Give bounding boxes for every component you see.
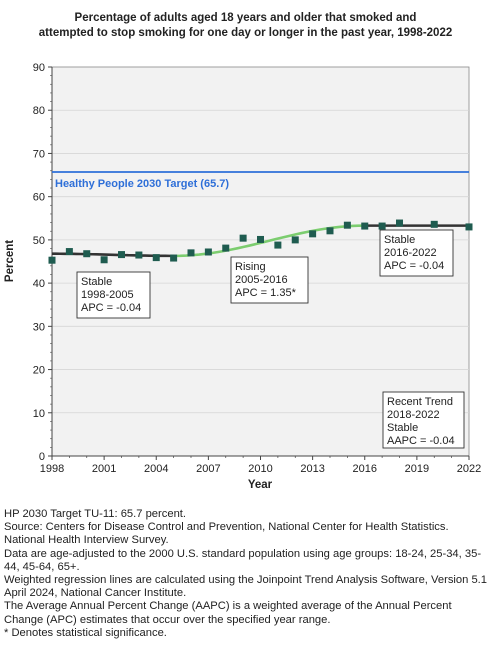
annotation-text: APC = -0.04 [384, 260, 444, 272]
footnotes: HP 2030 Target TU-11: 65.7 percent. Sour… [4, 508, 488, 640]
data-point [326, 227, 334, 235]
data-point [135, 251, 143, 259]
y-tick-label: 60 [33, 192, 45, 204]
data-point [396, 219, 403, 227]
data-point [65, 248, 73, 256]
x-tick-label: 2019 [405, 463, 429, 475]
data-point [430, 220, 438, 228]
annotation-text: Stable [81, 276, 112, 288]
annotation-text: 1998-2005 [81, 289, 134, 301]
annotation-frame [230, 256, 309, 304]
y-tick-label: 70 [33, 148, 45, 160]
y-tick-label: 40 [33, 278, 45, 290]
annotation-text: Stable [387, 422, 418, 434]
annotation-text: APC = -0.04 [81, 302, 141, 314]
chart-title-line: Percentage of adults aged 18 years and o… [74, 12, 417, 24]
annotation-frame [76, 271, 151, 319]
data-point [343, 221, 351, 229]
data-point [291, 236, 299, 244]
footnote: Source: Centers for Disease Control and … [4, 521, 449, 547]
y-tick-label: 30 [33, 321, 45, 333]
data-point [187, 249, 195, 257]
data-points [48, 219, 473, 264]
annotation-text: Stable [384, 234, 415, 246]
footnote: Weighted regression lines are calculated… [4, 574, 487, 600]
annotation-frame [379, 229, 454, 277]
annotation-text: Recent Trend [387, 396, 453, 408]
y-tick-label: 10 [33, 408, 45, 420]
x-tick-label: 2001 [92, 463, 116, 475]
footnote: The Average Annual Percent Change (AAPC)… [4, 600, 452, 626]
y-tick-label: 90 [33, 62, 45, 74]
footnote: * Denotes statistical significance. [4, 626, 167, 639]
annotation-frame [382, 391, 465, 449]
data-point [309, 230, 317, 238]
data-point [257, 235, 264, 243]
y-tick-label: 20 [33, 365, 45, 377]
data-point [239, 234, 247, 242]
chart-title: Percentage of adults aged 18 years and o… [0, 11, 491, 41]
y-tick-label: 50 [33, 235, 45, 247]
annotation-text: APC = 1.35* [235, 287, 297, 299]
x-tick-label: 2022 [457, 463, 481, 475]
annotation-text: 2005-2016 [235, 274, 288, 286]
y-tick-label: 0 [39, 451, 45, 463]
data-point [465, 223, 473, 231]
annotation-text: Rising [235, 261, 266, 273]
data-point [361, 222, 369, 230]
data-point [378, 222, 386, 230]
data-point [222, 244, 230, 252]
data-point [100, 256, 108, 264]
y-axis-title: Percent [4, 240, 16, 282]
x-tick-label: 2007 [196, 463, 220, 475]
chart-title-line: attempted to stop smoking for one day or… [38, 27, 453, 39]
annotation-text: 2018-2022 [387, 409, 440, 421]
chart: 0 10 20 30 40 50 60 70 80 90 1998 2001 2004 2007 2010 2… [4, 62, 481, 491]
y-tick-label: 80 [33, 105, 45, 117]
axes: 0 10 20 30 40 50 60 70 80 90 1998 2001 2004 2007 2010 2… [33, 62, 481, 475]
x-tick-label: 2004 [144, 463, 168, 475]
x-tick-label: 2010 [248, 463, 272, 475]
data-point [170, 254, 178, 262]
data-point [152, 254, 160, 262]
x-axis-title: Year [248, 479, 273, 491]
footnote: HP 2030 Target TU-11: 65.7 percent. [4, 508, 187, 520]
x-tick-label: 2013 [300, 463, 324, 475]
data-point [83, 250, 91, 258]
footnote: Data are age-adjusted to the 2000 U.S. s… [4, 547, 482, 573]
x-tick-label: 2016 [353, 463, 377, 475]
data-point [204, 248, 212, 256]
target-label: Healthy People 2030 Target (65.7) [55, 178, 229, 190]
target-line-group: Healthy People 2030 Target (65.7) [52, 171, 469, 190]
annotation-text: AAPC = -0.04 [387, 435, 455, 447]
x-tick-label: 1998 [40, 463, 64, 475]
data-point [274, 241, 282, 249]
data-point [48, 256, 56, 264]
annotation-text: 2016-2022 [384, 247, 437, 259]
data-point [118, 251, 125, 259]
